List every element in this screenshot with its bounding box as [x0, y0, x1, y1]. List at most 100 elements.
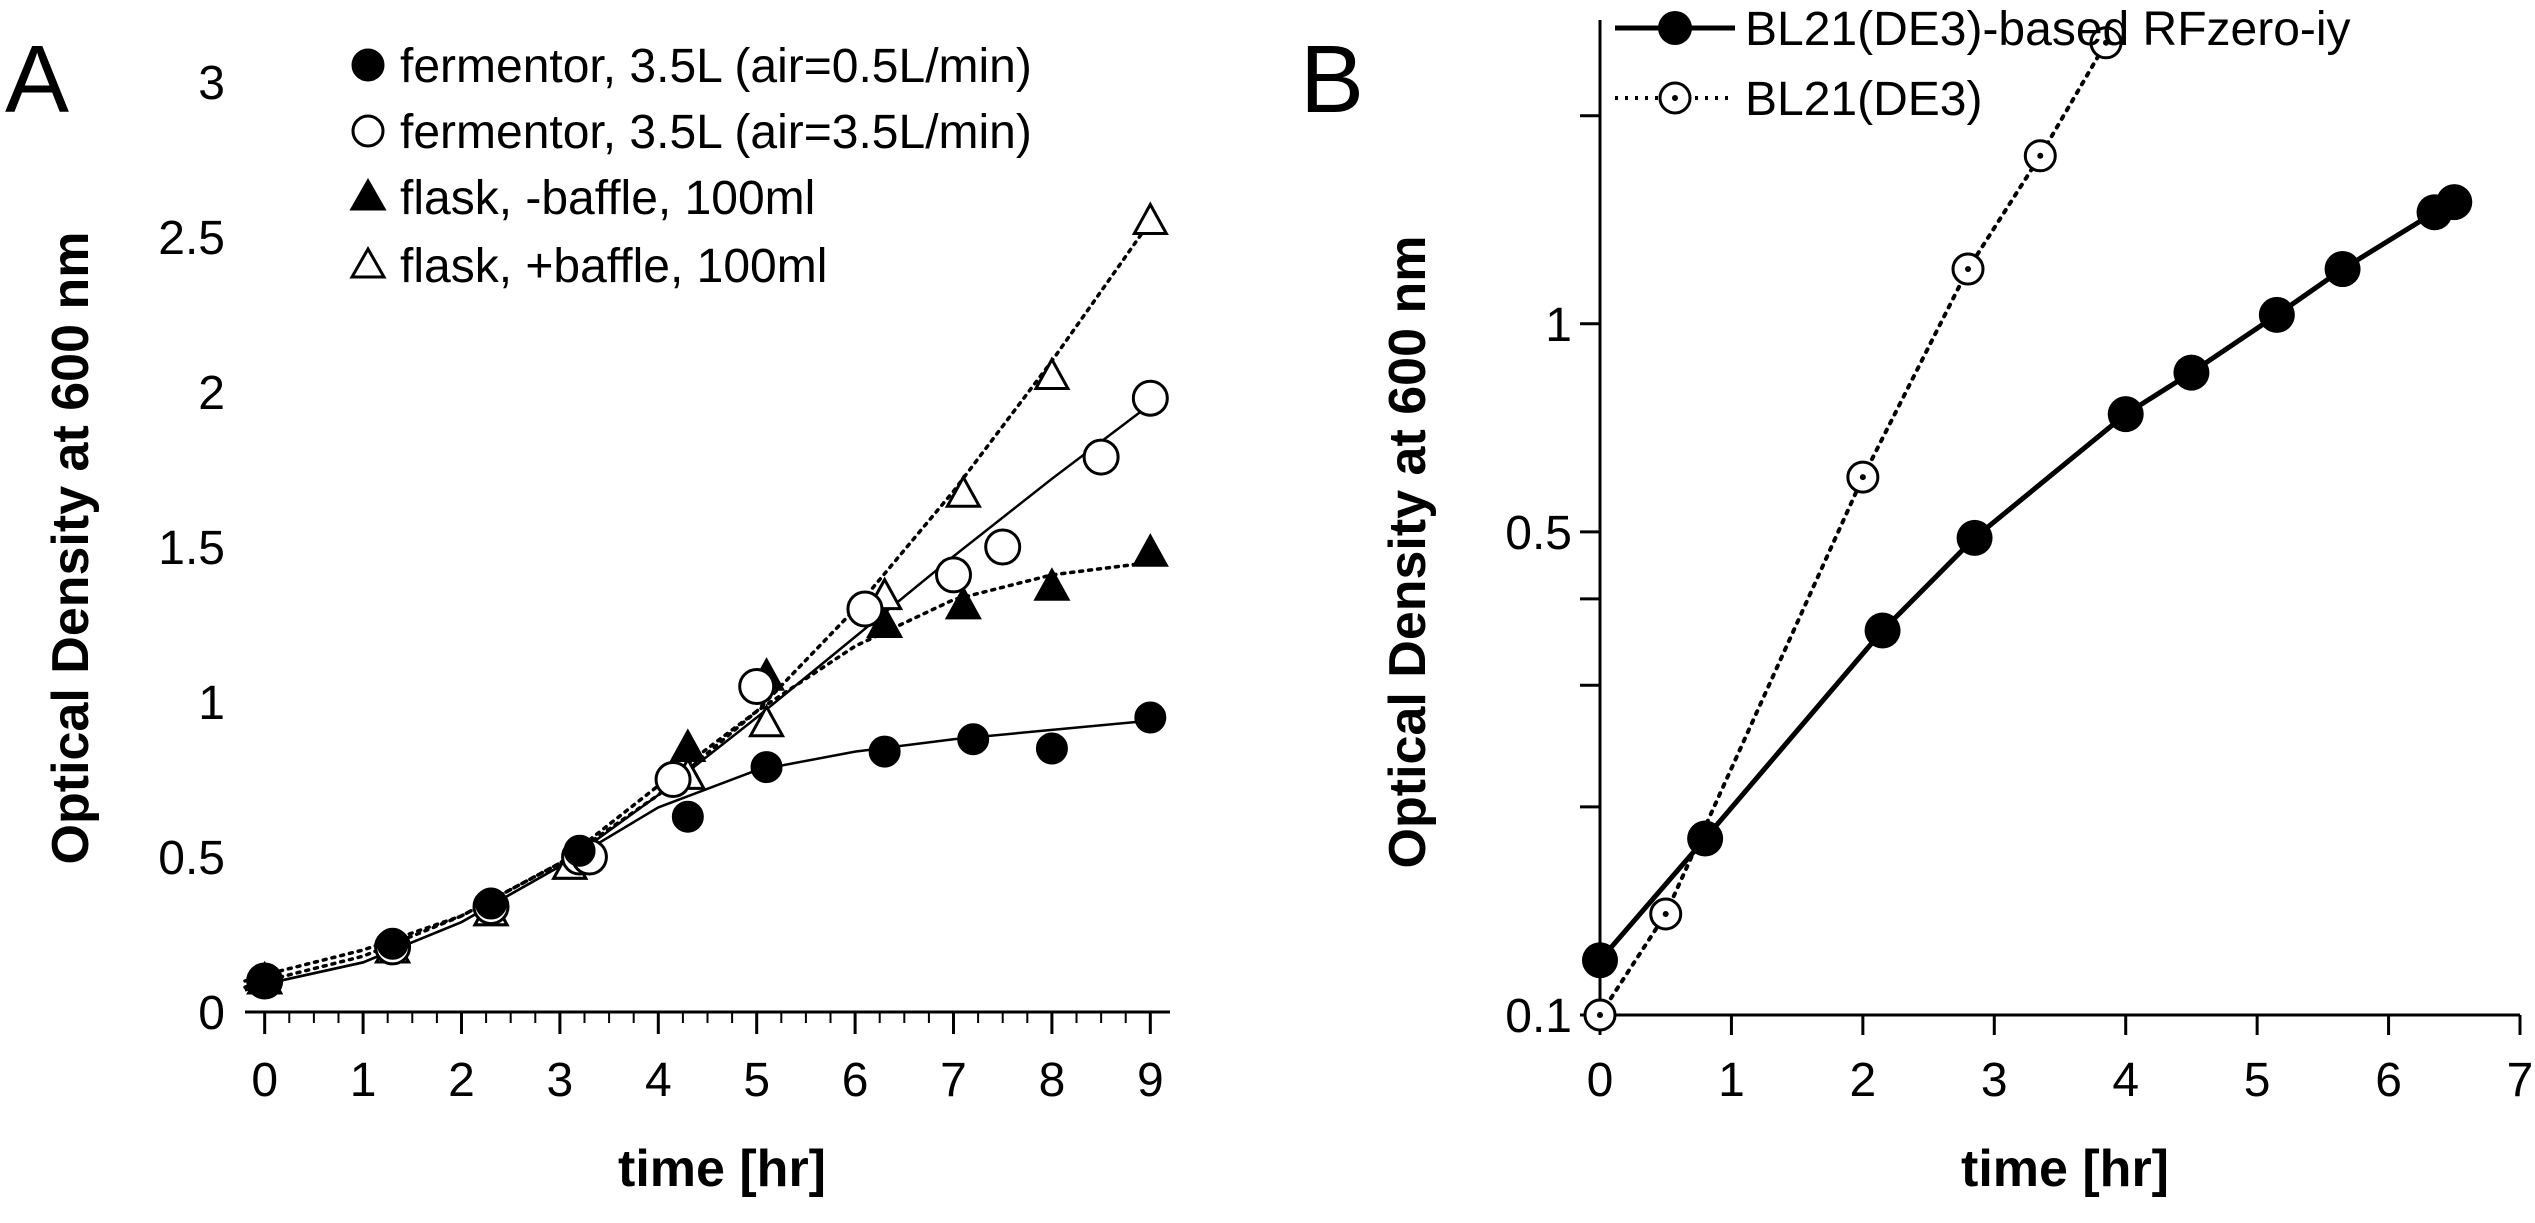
panel-a-x-axis-title: time [hr]: [618, 1140, 826, 1198]
panel-a-x-tick-label: 3: [547, 1054, 574, 1107]
panel-b-x-tick-label: 3: [1981, 1054, 2008, 1107]
panel-a-x-tick-label: 6: [842, 1054, 869, 1107]
panel-a-point-s1: [957, 723, 990, 756]
panel-b-y-ticks: 0.1 0.5 1: [1505, 114, 1600, 1043]
panel-b-point-s2-dot: [2037, 152, 2044, 159]
panel-b-x-tick-label: 0: [1587, 1054, 1614, 1107]
panel-a-x-tick-label: 8: [1039, 1054, 1066, 1107]
panel-a-point-s3: [1131, 533, 1169, 567]
panel-b-point-s1: [2258, 296, 2295, 333]
panel-a-point-s2: [846, 590, 884, 628]
panel-a-point-s2: [1131, 379, 1169, 417]
panel-b-legend: BL21(DE3)-based RFzero-iy BL21(DE3): [1615, 3, 2351, 126]
panel-a-point-s3: [669, 728, 707, 762]
legend-a-marker-circle-filled: [351, 48, 385, 82]
panel-b-y-tick-label: 1: [1545, 299, 1572, 352]
panel-a-trend-line-4: [243, 219, 1153, 983]
panel-a-y-axis-title: Optical Density at 600 nm: [42, 232, 100, 865]
panel-b-series-line-2: [1598, 40, 2108, 1017]
panel-a-y-tick-label: 0: [198, 987, 225, 1040]
panel-a-x-tick-label: 5: [743, 1054, 770, 1107]
panel-b-y-tick-label: 0.1: [1505, 990, 1572, 1043]
panel-a-point-s3: [944, 585, 982, 620]
panel-b-point-s2-dot: [1965, 266, 1971, 273]
panel-a-x-tick-label: 9: [1137, 1054, 1164, 1107]
panel-a-point-s1: [563, 834, 596, 867]
panel-a-point-s1: [475, 887, 508, 920]
panel-a-x-tick-label: 7: [940, 1054, 967, 1107]
panel-b-series-line-1: [1598, 199, 2456, 962]
panel-a-point-s1: [376, 927, 409, 960]
panel-a-x-tick-label: 1: [350, 1054, 377, 1107]
panel-a-y-ticks: 0 0.5 1 1.5 2 2.5 3: [158, 57, 225, 1040]
legend-a-entry-3: flask, -baffle, 100ml: [400, 172, 815, 225]
panel-b-y-axis-title: Optical Density at 600 nm: [1379, 236, 1437, 869]
legend-a-marker-triangle-open: [349, 245, 387, 279]
panel-b: B 0 1 2 3 4 5 6 7 0.1 0.5 1 Optical Density at 60…: [1300, 3, 2534, 1198]
panel-a-legend: fermentor, 3.5L (air=0.5L/min) fermentor…: [349, 40, 1032, 293]
panel-a-point-s4: [944, 474, 982, 508]
legend-a-marker-circle-open: [351, 114, 385, 148]
panel-a: A 0 1 2 3 4 5 6 7 8 9 0 0.5 1 1.5 2 2.5 3 Optical Densi…: [5, 26, 1170, 1198]
panel-a-point-s1: [248, 965, 281, 997]
legend-a-entry-1: fermentor, 3.5L (air=0.5L/min): [400, 40, 1032, 93]
panel-a-trend-line-2: [244, 403, 1152, 992]
panel-b-label: B: [1300, 26, 1364, 133]
panel-a-point-s2: [654, 761, 692, 798]
legend-a-entry-4: flask, +baffle, 100ml: [400, 240, 827, 293]
panel-a-point-s1: [1134, 701, 1167, 734]
panel-a-x-tick-label: 2: [448, 1054, 475, 1107]
panel-b-x-tick-label: 7: [2507, 1054, 2534, 1107]
panel-b-point-s1: [1956, 519, 1993, 556]
panel-b-y-tick-label: 0.5: [1505, 507, 1572, 560]
panel-b-point-s1: [2324, 251, 2361, 288]
panel-b-point-s2-dot: [1597, 1012, 1603, 1018]
panel-a-y-tick-label: 2: [198, 367, 225, 420]
legend-b-entry-2: BL21(DE3): [1745, 73, 1982, 126]
panel-b-x-axis-title: time [hr]: [1961, 1140, 2169, 1198]
panel-a-point-s2: [935, 556, 973, 594]
panel-a-trend-lines: [243, 219, 1153, 992]
legend-a-entry-2: fermentor, 3.5L (air=3.5L/min): [400, 106, 1032, 159]
panel-a-point-s1: [671, 800, 704, 833]
panel-a-data-points: [246, 201, 1169, 1000]
panel-a-point-s4: [1131, 201, 1169, 235]
panel-a-y-tick-label: 0.5: [158, 832, 225, 885]
legend-a-marker-triangle-filled: [349, 177, 387, 211]
panel-a-y-tick-label: 1.5: [158, 522, 225, 575]
panel-b-data-points: [1582, 26, 2473, 1032]
panel-b-x-ticks: 0 1 2 3 4 5 6 7: [1587, 1015, 2534, 1107]
panel-a-trend-line-3: [243, 560, 1153, 989]
panel-b-x-tick-label: 5: [2244, 1054, 2271, 1107]
panel-a-y-tick-label: 3: [198, 57, 225, 110]
panel-b-point-s2-dot: [2103, 39, 2109, 46]
panel-a-point-s2: [984, 528, 1022, 566]
panel-b-point-s1: [1864, 612, 1901, 649]
panel-b-point-s1: [1582, 942, 1618, 979]
panel-b-x-tick-label: 6: [2375, 1054, 2402, 1107]
panel-b-point-s1: [1687, 820, 1724, 857]
panel-b-point-s2-dot: [1859, 474, 1866, 481]
panel-a-x-ticks: 0 1 2 3 4 5 6 7 8 9: [251, 1012, 1164, 1107]
panel-a-point-s3: [1033, 567, 1071, 601]
panel-a-y-tick-label: 2.5: [158, 212, 225, 265]
panel-a-label: A: [5, 26, 69, 133]
panel-a-y-tick-label: 1: [198, 677, 225, 730]
panel-b-x-tick-label: 2: [1850, 1054, 1877, 1107]
legend-b-marker-circle-filled: [1658, 11, 1692, 45]
panel-a-point-s2: [1082, 438, 1120, 476]
panel-b-point-s2-dot: [1662, 910, 1669, 917]
legend-b-marker-center-dot: [1672, 95, 1678, 101]
panel-a-x-tick-label: 0: [251, 1054, 278, 1107]
panel-a-point-s1: [1035, 732, 1068, 765]
panel-a-point-s4: [748, 703, 786, 738]
panel-a-x-tick-label: 4: [645, 1054, 672, 1107]
panel-b-x-tick-label: 1: [1718, 1054, 1745, 1107]
panel-b-point-s1: [2436, 184, 2473, 221]
panel-a-point-s1: [750, 751, 783, 784]
panel-b-series-lines: [1598, 40, 2456, 1017]
panel-b-x-tick-label: 4: [2112, 1054, 2139, 1107]
panel-a-point-s1: [868, 735, 901, 768]
